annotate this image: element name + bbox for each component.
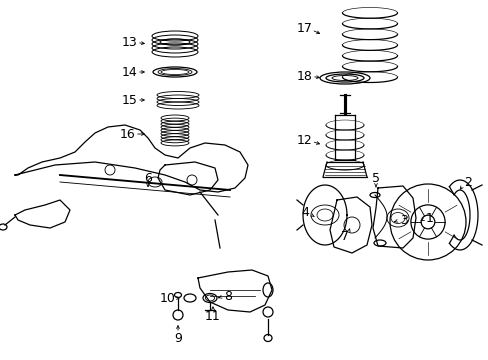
- Text: 4: 4: [301, 207, 308, 220]
- Text: 2: 2: [463, 175, 471, 189]
- Text: 16: 16: [120, 127, 136, 140]
- Text: 18: 18: [296, 69, 312, 82]
- Text: 8: 8: [224, 289, 231, 302]
- Text: 15: 15: [122, 94, 138, 107]
- Text: 7: 7: [340, 230, 348, 243]
- Text: 1: 1: [425, 211, 433, 225]
- Text: 3: 3: [399, 213, 407, 226]
- Text: 14: 14: [122, 66, 138, 78]
- Text: 9: 9: [174, 332, 182, 345]
- Text: 6: 6: [144, 171, 152, 184]
- Text: 11: 11: [204, 310, 221, 323]
- Text: 12: 12: [297, 134, 312, 147]
- Text: 13: 13: [122, 36, 138, 49]
- Text: 10: 10: [160, 292, 176, 305]
- Text: 17: 17: [296, 22, 312, 35]
- Text: 5: 5: [371, 172, 379, 185]
